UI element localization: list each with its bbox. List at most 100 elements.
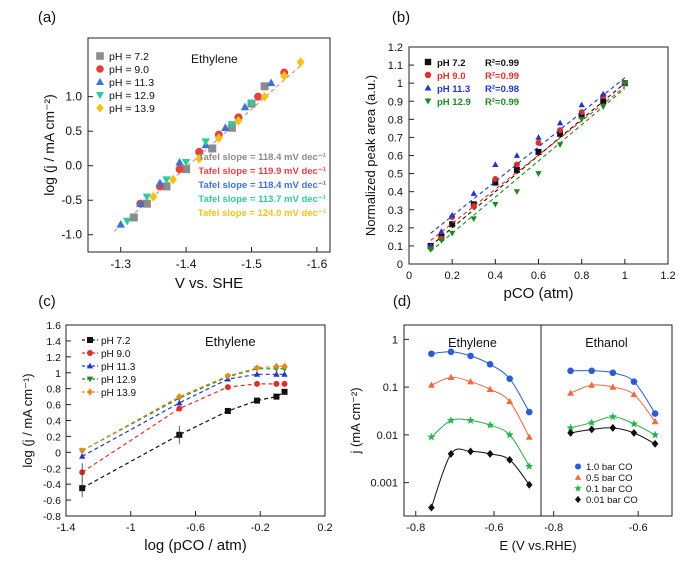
data-point-ph-9-0 [195, 147, 204, 156]
data-point-ph-12-9 [247, 100, 256, 108]
data-point-0-01-bar-co [525, 480, 533, 489]
data-point-ph-11-3 [449, 211, 456, 218]
data-point-ph-7-2 [578, 112, 585, 119]
y-tick-label: 1.0 [65, 90, 82, 104]
data-point-ph-11-3 [600, 90, 607, 97]
x-axis-title: log (pCO / atm) [144, 537, 247, 554]
data-point-1-0-bar-co [567, 367, 574, 375]
panel-b: 0 0.2 0.4 0.6 0.8 1 1.2 0 0.1 0.2 0.3 0.4 0.5 0.6 0.7 0… [363, 9, 676, 302]
data-point-1-0-bar-co [588, 367, 596, 375]
data-point-ph-11-3 [281, 371, 288, 377]
x-tick-label: -1.4 [176, 257, 197, 271]
data-point-ph-9-0 [254, 92, 263, 101]
legend-marker [575, 463, 581, 470]
data-point-ph-9-0 [273, 380, 280, 387]
y-tick-label: 0.1 [383, 382, 398, 394]
y-axis-title: log (j / mA cm⁻²) [41, 94, 57, 196]
data-point-ph-11-3 [136, 199, 145, 207]
legend-label: 0.5 bar CO [586, 473, 632, 484]
legend-label: pH 9.0 [101, 349, 131, 360]
legend-marker [96, 77, 104, 86]
panel-d: (d) 1 0.1 0.01 0.001 j (mA cm⁻²) E (V vs.RHE) -… [348, 293, 673, 553]
legend-label: pH 7.2 [101, 336, 131, 347]
annotation-label: Ethylene [191, 52, 238, 66]
panel-letter: (c) [38, 293, 56, 310]
x-axis-title: pCO (atm) [503, 285, 573, 302]
legend-label: pH 13.9 [101, 388, 136, 399]
legend-r2: R²=0.99 [485, 58, 519, 69]
y-tick-label: 0.3 [388, 205, 403, 217]
y-tick-label: 1 [55, 368, 61, 380]
y-tick-label: 1 [397, 78, 403, 90]
data-point-ph-12-9 [492, 201, 499, 208]
legend-label: 0.1 bar CO [586, 484, 632, 495]
tafel-slope-label: Tafel slope = 119.9 mV dec⁻¹ [198, 166, 326, 177]
legend-label: pH = 13.9 [109, 103, 155, 115]
data-point-0-1-bar-co [466, 416, 475, 424]
legend-label: pH 11.3 [101, 362, 136, 373]
y-tick-label: 0.2 [388, 223, 403, 235]
series-line-ph-12-9 [81, 368, 285, 452]
panel-c: -1.4 -1 -0.6 -0.2 0.2 -0.8 -0.6 -0.4 -0.2 0 0.2 0.4… [20, 293, 333, 554]
data-point-0-5-bar-co [427, 381, 435, 388]
data-point-ph-13-9 [195, 154, 204, 164]
y-tick-label: 0.01 [377, 430, 398, 442]
data-point-0-1-bar-co [446, 416, 456, 424]
data-point-ph-7-2 [129, 213, 138, 222]
data-point-1-0-bar-co [428, 350, 435, 358]
data-point-ph-13-9 [224, 372, 231, 380]
legend-label: 1.0 bar CO [586, 462, 632, 473]
data-point-ph-11-3 [556, 119, 564, 126]
data-point-0-5-bar-co [506, 397, 514, 405]
series-line-ph-11-3 [81, 373, 285, 457]
data-point-ph-11-3 [492, 161, 499, 167]
data-point-0-5-bar-co [486, 385, 494, 392]
data-point-ph-7-2 [281, 388, 288, 395]
data-point-ph-12-9 [621, 80, 628, 87]
x-tick-label: -0.8 [406, 522, 425, 534]
data-point-ph-12-9 [162, 176, 171, 184]
data-point-0-01-bar-co [588, 425, 596, 434]
data-point-ph-7-2 [557, 130, 564, 137]
data-point-ph-7-2 [260, 82, 269, 91]
data-point-0-1-bar-co [587, 418, 596, 427]
legend-marker [96, 52, 104, 60]
panel-letter: (b) [392, 9, 410, 26]
data-point-ph-11-3 [175, 157, 184, 166]
legend-marker [575, 495, 581, 504]
data-point-1-0-bar-co [486, 361, 494, 368]
x-tick-label: 0.2 [317, 522, 332, 534]
data-point-0-1-bar-co [427, 432, 436, 441]
data-point-ph-9-0 [535, 139, 542, 146]
legend-marker [574, 474, 582, 480]
data-point-ph-11-3 [221, 123, 230, 131]
data-point-1-0-bar-co [609, 369, 617, 377]
subpanel-title: Ethylene [448, 336, 497, 350]
data-point-ph-13-9 [169, 174, 178, 185]
data-point-ph-12-9 [227, 121, 237, 129]
y-tick-label: 0.5 [65, 124, 82, 138]
y-tick-label: -0.2 [43, 463, 61, 475]
data-point-ph-12-9 [556, 142, 564, 148]
legend-marker [96, 103, 104, 113]
data-point-ph-12-9 [535, 171, 542, 177]
legend-marker [96, 65, 104, 73]
data-point-ph-13-9 [254, 364, 261, 372]
y-tick-label: -0.8 [43, 511, 61, 523]
subpanel-ethylene: -0.8 -0.6 Ethylene [403, 324, 542, 534]
data-point-0-1-bar-co [566, 423, 575, 432]
data-point-ph-12-9 [123, 217, 132, 226]
data-point-0-5-bar-co [630, 390, 638, 398]
data-point-ph-12-9 [201, 138, 210, 146]
x-tick-label: -0.2 [251, 522, 270, 534]
data-point-ph-7-2 [273, 393, 280, 400]
y-tick-label: 0.8 [388, 114, 403, 126]
plot-frame-a [87, 37, 331, 253]
data-point-ph-12-9 [578, 116, 585, 123]
data-point-ph-7-2 [182, 165, 191, 174]
data-point-ph-11-3 [79, 453, 86, 459]
data-point-0-01-bar-co [567, 428, 574, 437]
y-tick-label: 0.8 [46, 384, 61, 396]
data-point-0-1-bar-co [505, 430, 514, 439]
